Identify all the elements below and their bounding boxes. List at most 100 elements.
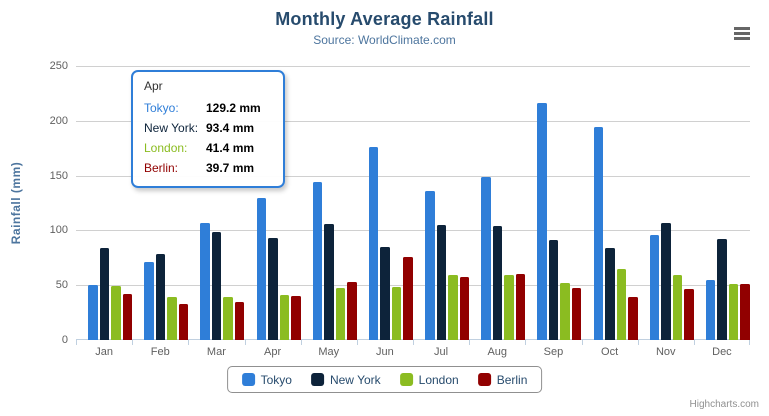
tooltip-row-new-york: New York: 93.4 mm bbox=[144, 118, 272, 138]
bar-london-jun[interactable] bbox=[391, 287, 402, 340]
bar-tokyo-oct[interactable] bbox=[593, 127, 604, 340]
tooltip-series-value: 41.4 mm bbox=[206, 141, 255, 155]
bar-london-apr[interactable] bbox=[279, 295, 290, 340]
tooltip-series-value: 93.4 mm bbox=[206, 121, 255, 135]
x-axis-tick bbox=[469, 340, 470, 345]
bar-london-aug[interactable] bbox=[504, 275, 514, 340]
gridline-100 bbox=[76, 230, 750, 232]
bar-berlin-jan[interactable] bbox=[122, 294, 133, 340]
y-axis-title: Rainfall (mm) bbox=[9, 161, 23, 245]
bar-new-york-jun[interactable] bbox=[380, 247, 390, 340]
y-axis-label-200: 200 bbox=[49, 114, 68, 127]
y-axis-label-150: 150 bbox=[49, 169, 68, 182]
legend-item-berlin[interactable]: Berlin bbox=[477, 372, 528, 387]
bar-new-york-mar[interactable] bbox=[211, 232, 222, 340]
tooltip-series-label: London: bbox=[144, 141, 188, 155]
bar-tokyo-jun[interactable] bbox=[368, 147, 379, 340]
x-axis-label-apr: Apr bbox=[264, 346, 282, 358]
legend-label-tokyo: Tokyo bbox=[260, 372, 292, 387]
legend-item-new-york[interactable]: New York bbox=[310, 373, 381, 387]
legend-label-berlin: Berlin bbox=[496, 372, 528, 387]
bar-london-nov[interactable] bbox=[672, 275, 683, 340]
bar-berlin-nov[interactable] bbox=[684, 289, 694, 340]
tooltip-rows: Tokyo: 129.2 mm New York: 93.4 mm London: 41.… bbox=[144, 98, 272, 178]
bar-berlin-jun[interactable] bbox=[403, 257, 413, 340]
bar-new-york-apr[interactable] bbox=[268, 238, 278, 340]
legend-item-tokyo[interactable]: Tokyo bbox=[241, 372, 292, 387]
bar-london-dec[interactable] bbox=[728, 284, 739, 340]
bar-new-york-nov[interactable] bbox=[661, 223, 671, 340]
bar-tokyo-dec[interactable] bbox=[705, 280, 716, 340]
x-axis-tick bbox=[638, 340, 639, 345]
x-axis-label-may: May bbox=[318, 346, 340, 358]
bar-berlin-dec[interactable] bbox=[740, 284, 750, 340]
bar-london-oct[interactable] bbox=[616, 269, 627, 340]
bar-tokyo-jul[interactable] bbox=[425, 191, 435, 340]
x-axis-tick bbox=[413, 340, 414, 345]
bar-new-york-jan[interactable] bbox=[99, 248, 110, 340]
bar-tokyo-apr[interactable] bbox=[256, 198, 267, 340]
bar-new-york-oct[interactable] bbox=[605, 248, 615, 340]
legend-label-london: London bbox=[418, 372, 459, 387]
x-axis-label-jan: Jan bbox=[95, 346, 113, 358]
bar-tokyo-mar[interactable] bbox=[200, 223, 210, 340]
bar-berlin-aug[interactable] bbox=[515, 274, 526, 340]
bar-berlin-jul[interactable] bbox=[459, 277, 470, 340]
bar-berlin-apr[interactable] bbox=[291, 296, 301, 340]
bar-tokyo-sep[interactable] bbox=[537, 103, 547, 340]
bar-london-jul[interactable] bbox=[448, 275, 458, 340]
tooltip-series-value: 129.2 mm bbox=[206, 101, 261, 115]
y-axis-label-100: 100 bbox=[49, 224, 68, 237]
bar-tokyo-aug[interactable] bbox=[481, 177, 491, 340]
bar-new-york-sep[interactable] bbox=[548, 240, 559, 340]
x-axis-tick bbox=[525, 340, 526, 345]
plot-area bbox=[76, 66, 750, 345]
bar-london-mar[interactable] bbox=[223, 297, 233, 340]
bar-berlin-sep[interactable] bbox=[571, 288, 582, 340]
bar-tokyo-nov[interactable] bbox=[649, 235, 660, 340]
x-axis-tick bbox=[245, 340, 246, 345]
bar-new-york-aug[interactable] bbox=[492, 226, 503, 340]
x-axis-tick bbox=[694, 340, 695, 345]
gridline-50 bbox=[76, 285, 750, 287]
gridline-150 bbox=[76, 175, 750, 177]
chart-subtitle: Source: WorldClimate.com bbox=[313, 33, 456, 47]
bar-berlin-oct[interactable] bbox=[628, 297, 638, 340]
bar-tokyo-may[interactable] bbox=[312, 182, 323, 340]
bar-tokyo-feb[interactable] bbox=[144, 262, 154, 340]
tooltip-series-value: 39.7 mm bbox=[206, 161, 255, 175]
bar-london-may[interactable] bbox=[335, 288, 346, 340]
bar-berlin-may[interactable] bbox=[347, 282, 357, 340]
x-axis-tick bbox=[132, 340, 133, 345]
bar-london-feb[interactable] bbox=[167, 297, 177, 340]
tooltip-row-tokyo: Tokyo: 129.2 mm bbox=[144, 98, 272, 118]
context-menu-icon[interactable] bbox=[729, 23, 754, 44]
x-axis-tick bbox=[582, 340, 583, 345]
x-axis-label-dec: Dec bbox=[712, 346, 732, 358]
bar-tokyo-jan[interactable] bbox=[88, 285, 98, 340]
x-axis-label-oct: Oct bbox=[601, 346, 619, 358]
legend-item-london[interactable]: London bbox=[399, 372, 459, 387]
x-axis-line bbox=[76, 339, 750, 340]
bar-london-jan[interactable] bbox=[111, 286, 121, 340]
bar-berlin-feb[interactable] bbox=[178, 304, 189, 340]
credits-link[interactable]: Highcharts.com bbox=[689, 399, 759, 410]
bar-london-sep[interactable] bbox=[560, 283, 570, 340]
bar-new-york-feb[interactable] bbox=[155, 254, 166, 340]
bar-new-york-jul[interactable] bbox=[436, 225, 447, 340]
london-swatch-icon bbox=[399, 373, 413, 386]
x-axis-label-jun: Jun bbox=[376, 346, 394, 358]
menu-bar bbox=[733, 32, 750, 35]
bar-new-york-may[interactable] bbox=[324, 224, 334, 340]
x-axis-label-mar: Mar bbox=[206, 346, 226, 358]
bar-new-york-dec[interactable] bbox=[717, 239, 727, 340]
tooltip-series-label: Berlin: bbox=[144, 161, 179, 175]
chart-title: Monthly Average Rainfall bbox=[275, 9, 494, 29]
y-axis-label-0: 0 bbox=[61, 334, 68, 346]
x-axis-label-aug: Aug bbox=[487, 346, 508, 358]
bar-berlin-mar[interactable] bbox=[234, 302, 245, 340]
tooltip-series-label: New York: bbox=[144, 121, 199, 135]
y-axis-label-250: 250 bbox=[49, 60, 68, 72]
new-york-swatch-icon bbox=[310, 373, 324, 386]
